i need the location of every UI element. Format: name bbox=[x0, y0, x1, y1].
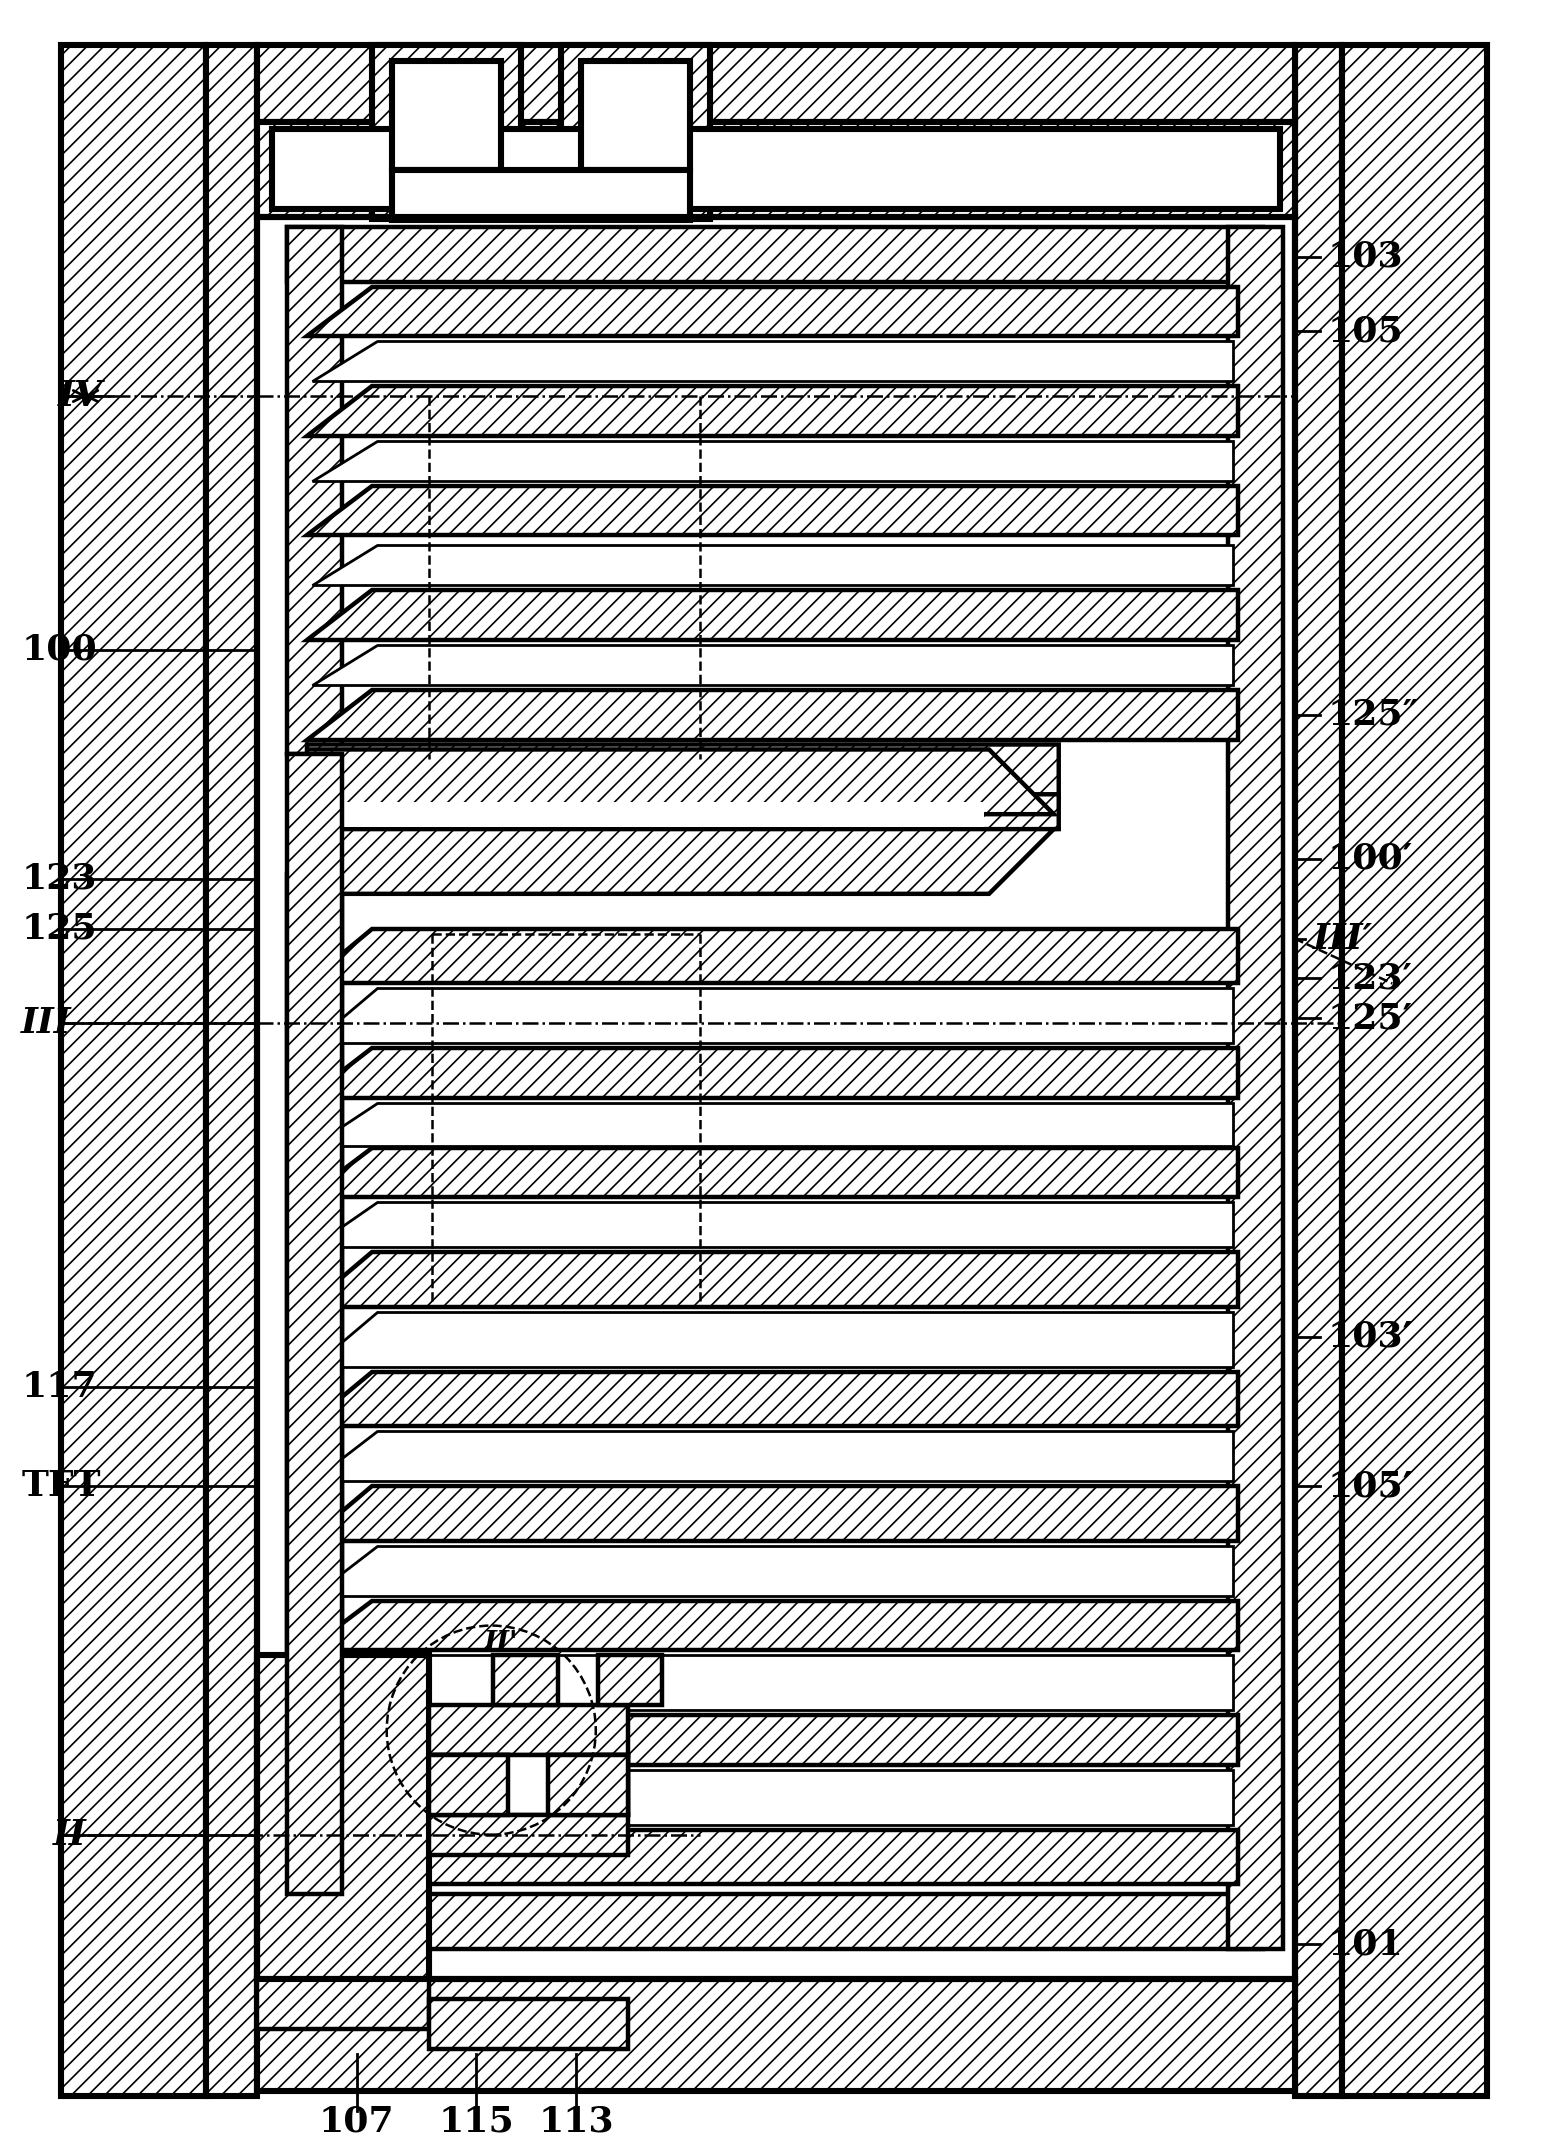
Text: 101: 101 bbox=[1327, 1926, 1403, 1961]
Polygon shape bbox=[312, 646, 1233, 684]
Polygon shape bbox=[62, 45, 206, 2096]
Text: III: III bbox=[22, 1006, 73, 1040]
Polygon shape bbox=[306, 794, 1058, 843]
Text: II': II' bbox=[484, 1630, 518, 1656]
Text: 100: 100 bbox=[22, 633, 97, 667]
Polygon shape bbox=[312, 1313, 1233, 1366]
Polygon shape bbox=[312, 802, 984, 828]
Polygon shape bbox=[1295, 45, 1343, 2096]
Polygon shape bbox=[312, 442, 1233, 480]
Text: 125: 125 bbox=[22, 912, 97, 946]
Polygon shape bbox=[306, 386, 1238, 435]
Polygon shape bbox=[288, 873, 342, 1950]
Polygon shape bbox=[306, 1716, 1238, 1765]
Polygon shape bbox=[391, 60, 501, 169]
Polygon shape bbox=[306, 1830, 1238, 1885]
Text: 107: 107 bbox=[319, 2104, 394, 2139]
Text: 117: 117 bbox=[22, 1371, 97, 1403]
Polygon shape bbox=[312, 341, 1233, 382]
Polygon shape bbox=[580, 60, 690, 169]
Polygon shape bbox=[429, 1755, 628, 1815]
Polygon shape bbox=[371, 178, 710, 217]
Polygon shape bbox=[312, 1547, 1233, 1596]
Polygon shape bbox=[548, 1755, 628, 1815]
Polygon shape bbox=[257, 1980, 1295, 2091]
Text: TFT: TFT bbox=[22, 1469, 101, 1504]
Polygon shape bbox=[206, 45, 257, 2096]
Polygon shape bbox=[429, 1755, 507, 1834]
Polygon shape bbox=[306, 749, 1054, 815]
Text: 125″: 125″ bbox=[1327, 697, 1419, 731]
Polygon shape bbox=[306, 1600, 1238, 1650]
Polygon shape bbox=[429, 1815, 628, 1855]
Polygon shape bbox=[312, 545, 1233, 586]
Text: 103: 103 bbox=[1327, 240, 1403, 275]
Polygon shape bbox=[306, 590, 1238, 639]
Polygon shape bbox=[429, 1705, 628, 1755]
Polygon shape bbox=[306, 744, 1058, 800]
Polygon shape bbox=[391, 169, 690, 219]
Polygon shape bbox=[429, 1755, 507, 1815]
Polygon shape bbox=[493, 1656, 558, 1705]
Polygon shape bbox=[288, 1894, 1262, 1950]
Polygon shape bbox=[306, 1049, 1238, 1098]
Polygon shape bbox=[312, 1103, 1233, 1145]
Polygon shape bbox=[312, 1770, 1233, 1825]
Polygon shape bbox=[257, 45, 1295, 122]
Text: 125′: 125′ bbox=[1327, 1002, 1412, 1036]
Polygon shape bbox=[306, 1253, 1238, 1306]
Text: III′: III′ bbox=[1312, 922, 1372, 957]
Polygon shape bbox=[312, 989, 1233, 1042]
Polygon shape bbox=[288, 755, 342, 1894]
Polygon shape bbox=[288, 227, 1262, 281]
Polygon shape bbox=[306, 287, 1238, 337]
Polygon shape bbox=[306, 1148, 1238, 1197]
Polygon shape bbox=[257, 1980, 429, 2029]
Polygon shape bbox=[312, 1656, 1233, 1710]
Polygon shape bbox=[306, 1371, 1238, 1426]
Text: 105′: 105′ bbox=[1327, 1469, 1412, 1504]
Text: 100′: 100′ bbox=[1327, 843, 1412, 875]
Polygon shape bbox=[306, 830, 1054, 894]
Polygon shape bbox=[306, 1486, 1238, 1540]
Polygon shape bbox=[272, 129, 1279, 208]
Text: 113: 113 bbox=[538, 2104, 614, 2139]
Text: IV: IV bbox=[59, 380, 104, 414]
Text: II: II bbox=[53, 1817, 87, 1851]
Polygon shape bbox=[548, 1755, 628, 1815]
Text: 115: 115 bbox=[438, 2104, 514, 2139]
Polygon shape bbox=[257, 122, 1295, 217]
Polygon shape bbox=[312, 1203, 1233, 1246]
Polygon shape bbox=[1343, 45, 1487, 2096]
Polygon shape bbox=[1228, 227, 1282, 1950]
Polygon shape bbox=[306, 485, 1238, 536]
Polygon shape bbox=[306, 929, 1238, 982]
Text: 103′: 103′ bbox=[1327, 1319, 1412, 1353]
Text: 123′: 123′ bbox=[1327, 961, 1412, 995]
Polygon shape bbox=[312, 1431, 1233, 1482]
Text: 123: 123 bbox=[22, 862, 97, 897]
Polygon shape bbox=[306, 691, 1238, 740]
Polygon shape bbox=[562, 45, 710, 219]
Text: 105: 105 bbox=[1327, 315, 1403, 347]
Polygon shape bbox=[371, 45, 521, 219]
Polygon shape bbox=[597, 1656, 662, 1705]
Polygon shape bbox=[288, 227, 342, 755]
Polygon shape bbox=[429, 1999, 628, 2048]
Polygon shape bbox=[257, 1656, 429, 1980]
